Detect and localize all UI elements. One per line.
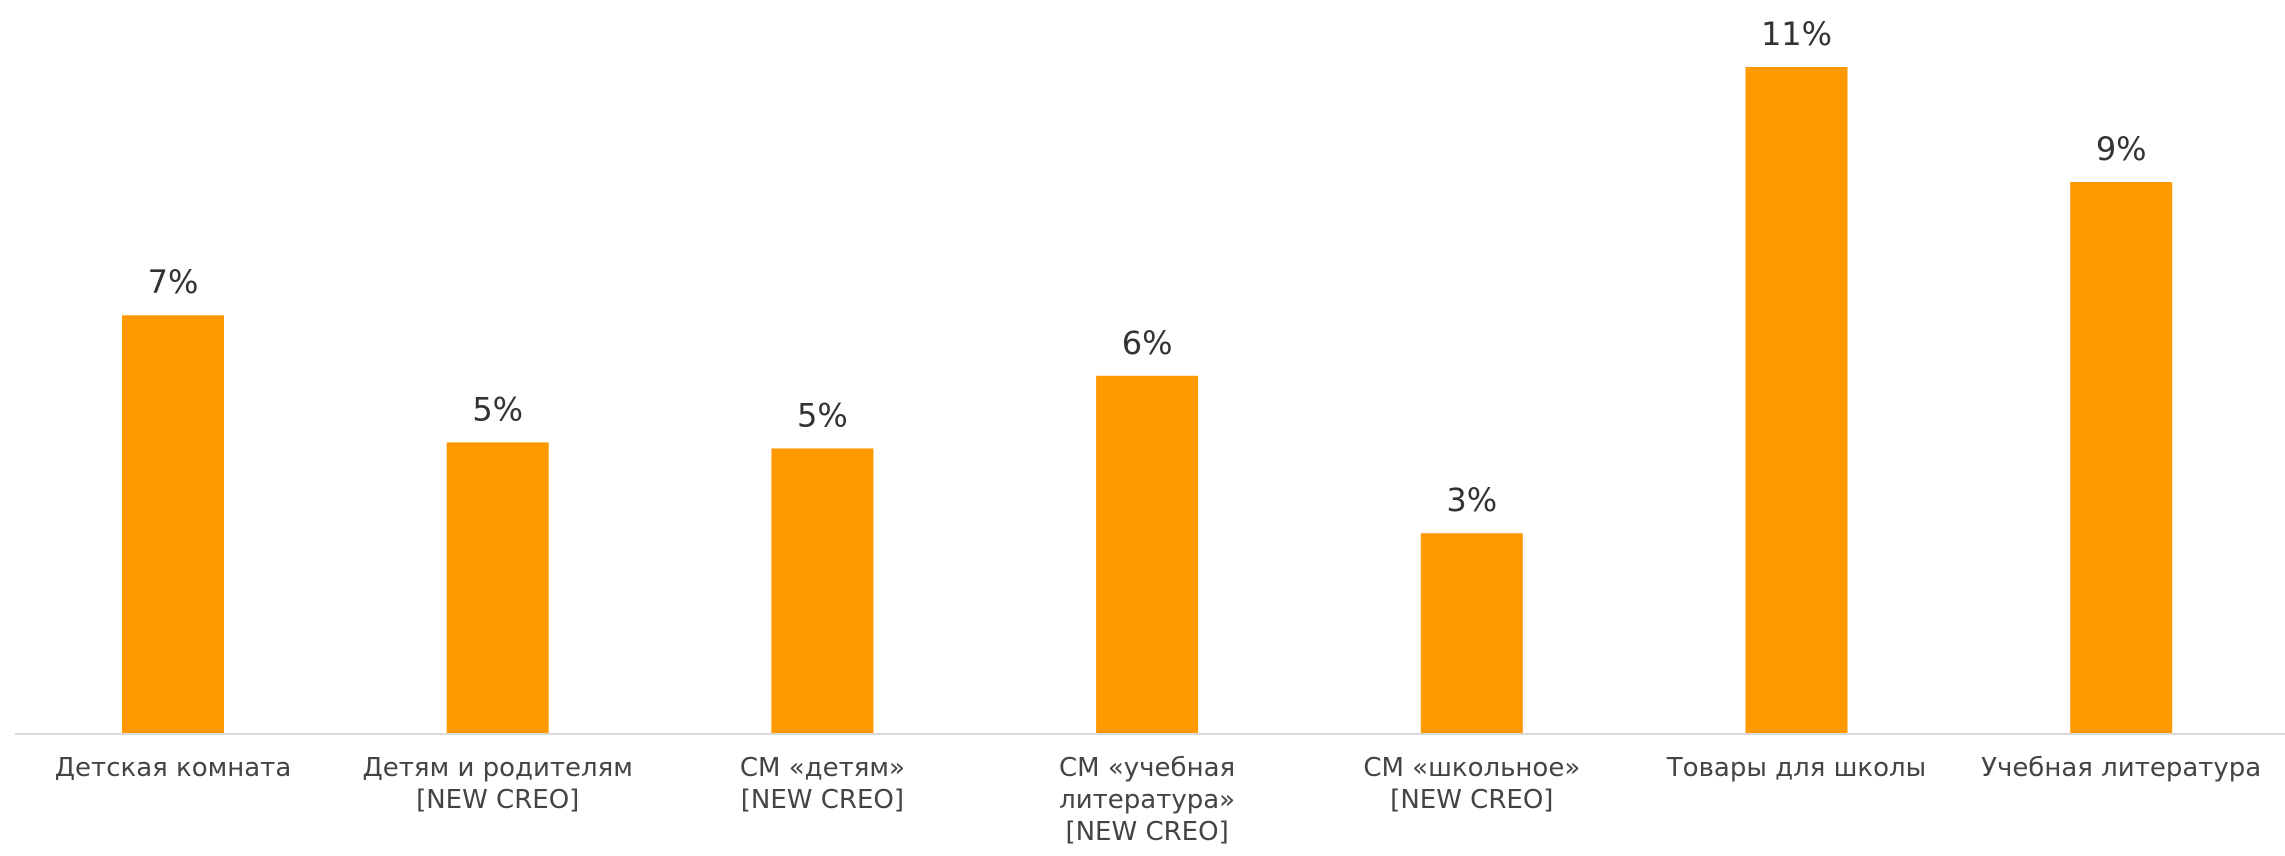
bar — [446, 442, 549, 733]
x-tick-label: СМ «детям» [NEW CREO] — [739, 753, 905, 815]
x-tick-label: Детская комната — [54, 753, 292, 783]
bar — [1745, 67, 1848, 733]
data-label: 5% — [797, 396, 848, 434]
bar — [122, 315, 224, 733]
bar — [771, 448, 874, 733]
x-tick-label: Товары для школы — [1666, 753, 1927, 783]
data-label: 11% — [1761, 15, 1832, 53]
bar — [1096, 375, 1199, 733]
x-tick-label: Учебная литература — [1981, 753, 2262, 783]
bar — [1420, 533, 1523, 733]
x-tick-label: Детям и родителям [NEW CREO] — [362, 753, 633, 815]
data-label: 6% — [1122, 324, 1173, 362]
data-label: 7% — [148, 263, 199, 301]
x-tick-label: СМ «школьное» [NEW CREO] — [1363, 753, 1581, 815]
data-label: 9% — [2096, 130, 2147, 168]
bar — [2070, 182, 2173, 733]
data-label: 3% — [1446, 481, 1497, 519]
data-label: 5% — [472, 390, 523, 428]
x-tick-label: СМ «учебная литература» [NEW CREO] — [1059, 753, 1236, 847]
